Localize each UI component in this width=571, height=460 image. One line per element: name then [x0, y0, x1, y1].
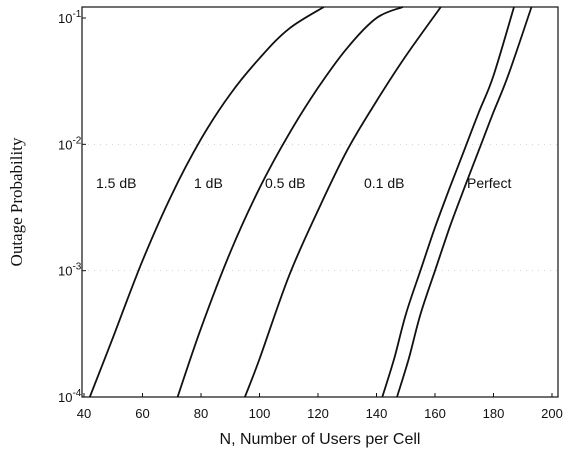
- series-curve-1: [176, 6, 404, 398]
- curve-labels: 1.5 dB 1 dB 0.5 dB 0.1 dB Perfect: [96, 175, 511, 191]
- x-axis-title: N, Number of Users per Cell: [220, 431, 421, 448]
- x-tick-label: 60: [135, 406, 149, 421]
- x-tick-labels: 40 60 80 100 120 140 160 180 200: [77, 393, 563, 421]
- series-curve-0: [88, 6, 325, 398]
- y-tick-label: 10-3: [58, 262, 82, 279]
- curve-label: 0.1 dB: [364, 175, 404, 191]
- y-tick-label: 10-1: [58, 9, 82, 26]
- y-axis-title: Outage Probability: [7, 137, 26, 266]
- curve-label: 0.5 dB: [265, 175, 305, 191]
- series-curve-3: [381, 6, 515, 398]
- curve-label: 1.5 dB: [96, 175, 136, 191]
- curve-label: 1 dB: [194, 175, 223, 191]
- x-tick-label: 200: [541, 406, 563, 421]
- series-curve-4: [396, 6, 533, 398]
- curve-label: Perfect: [467, 175, 511, 191]
- series-curve-2: [244, 6, 442, 398]
- gridlines: [82, 144, 558, 271]
- curves: [88, 6, 533, 398]
- x-tick-label: 100: [249, 406, 271, 421]
- x-tick-label: 40: [77, 406, 91, 421]
- x-tick-label: 120: [307, 406, 329, 421]
- y-tick-label: 10-4: [58, 388, 82, 405]
- x-tick-label: 80: [194, 406, 208, 421]
- y-tick-label: 10-2: [58, 135, 82, 152]
- y-tick-labels: 10-4 10-3 10-2 10-1: [58, 9, 86, 405]
- x-tick-label: 180: [483, 406, 505, 421]
- x-tick-label: 140: [366, 406, 388, 421]
- plot-frame: [81, 6, 559, 398]
- x-tick-label: 160: [424, 406, 446, 421]
